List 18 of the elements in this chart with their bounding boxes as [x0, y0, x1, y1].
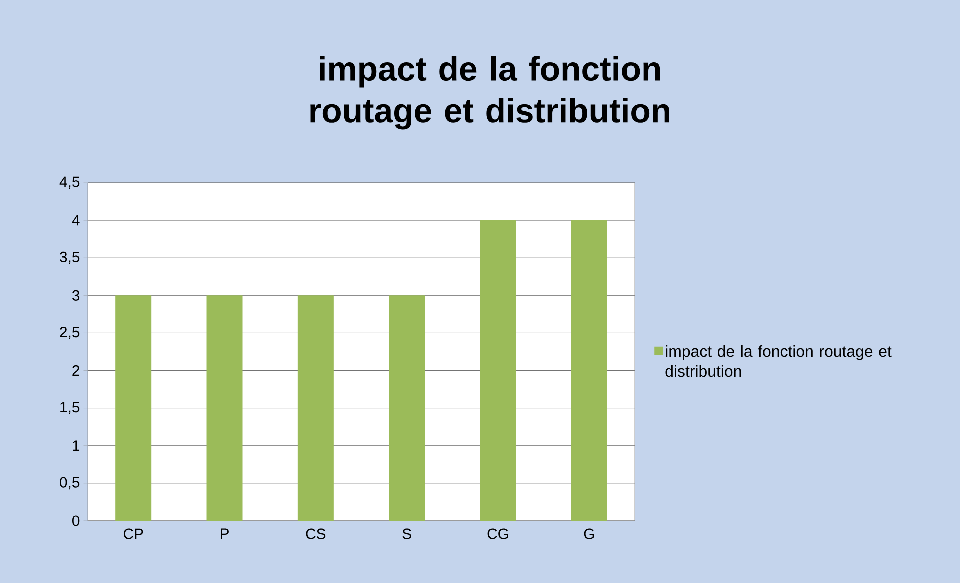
y-tick-label: 0: [72, 516, 80, 526]
x-tick-label: CS: [306, 528, 326, 540]
legend-label: impact de la fonction routage et distribution: [666, 345, 892, 378]
y-tick-label: 3,5: [60, 252, 80, 264]
y-tick-label: 1: [73, 440, 80, 452]
y-tick-label: 2,5: [60, 327, 80, 340]
y-tick-label: 4,5: [60, 176, 80, 190]
y-tick-label: 2: [72, 366, 80, 376]
x-tick-label: G: [584, 528, 594, 540]
x-tick-label: P: [220, 528, 229, 540]
y-tick-label: 3: [72, 290, 80, 301]
y-tick-label: 1,5: [60, 402, 80, 414]
y-tick-label: 4: [72, 215, 80, 226]
x-tick-label: CG: [488, 528, 508, 540]
x-tick-label: CP: [124, 528, 144, 540]
chart-title: impact de la fonction routage et distribution: [310, 56, 670, 130]
y-tick-label: 0,5: [60, 477, 80, 490]
x-tick-label: S: [402, 528, 412, 540]
